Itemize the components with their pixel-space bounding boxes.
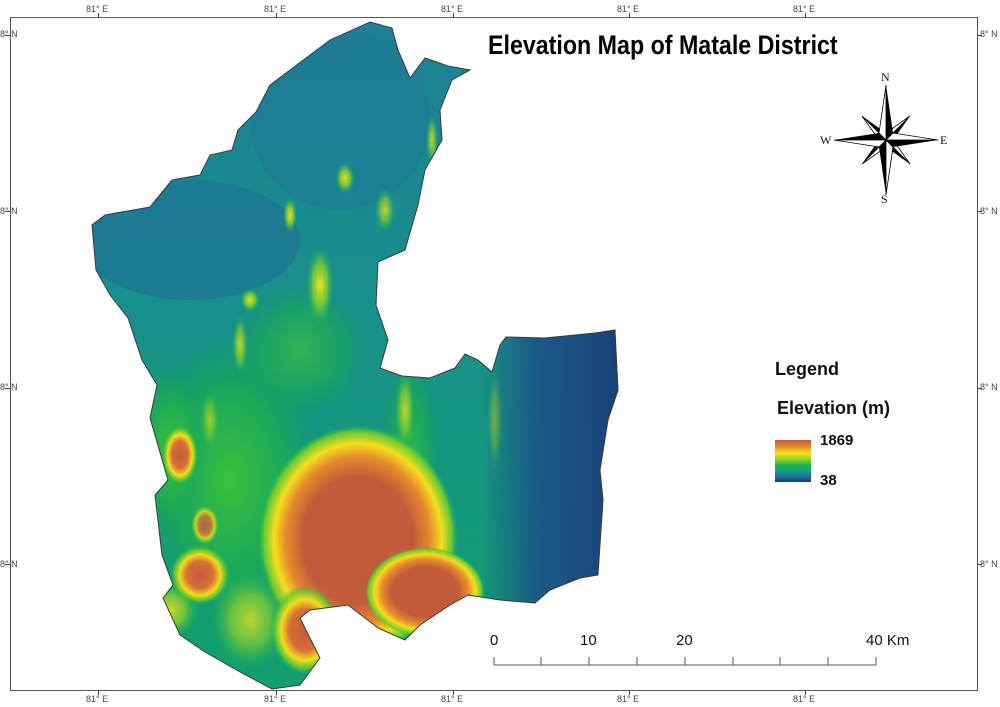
legend-min-value: 38 — [820, 472, 837, 489]
scale-label-40: 40 Km — [866, 632, 910, 649]
elevation-raster — [92, 22, 618, 689]
left-tick-1 — [5, 35, 10, 36]
bottom-lon-label-2: 81° E — [264, 694, 287, 704]
bottom-tick-5 — [805, 690, 806, 695]
left-tick-3 — [5, 388, 10, 389]
top-tick-3 — [453, 13, 454, 18]
scale-label-20: 20 — [676, 632, 693, 649]
left-tick-4 — [5, 564, 10, 565]
left-lat-label-1: 8° N — [0, 29, 18, 39]
legend-heading: Legend — [775, 359, 840, 379]
right-tick-4 — [977, 564, 982, 565]
top-tick-1 — [98, 13, 99, 18]
right-tick-2 — [977, 211, 982, 212]
right-tick-3 — [977, 388, 982, 389]
bottom-lon-label-5: 81° E — [793, 694, 816, 704]
compass-north-label: N — [881, 70, 890, 84]
top-lon-label-4: 81° E — [617, 4, 640, 14]
scale-label-0: 0 — [490, 632, 499, 649]
left-tick-2 — [5, 211, 10, 212]
right-lat-label-2: 8° N — [980, 206, 998, 216]
scale-bar — [493, 657, 877, 666]
top-lon-label-2: 81° E — [264, 4, 287, 14]
left-lat-label-3: 8° N — [0, 382, 18, 392]
right-lat-label-3: 8° N — [980, 382, 998, 392]
compass-west-label: W — [820, 133, 832, 147]
top-lon-label-5: 81° E — [793, 4, 816, 14]
compass-south-label: S — [881, 192, 888, 206]
map-title: Elevation Map of Matale District — [488, 30, 838, 60]
bottom-tick-4 — [629, 690, 630, 695]
legend-max-value: 1869 — [820, 432, 854, 449]
top-lon-label-1: 81° E — [86, 4, 109, 14]
top-tick-4 — [629, 13, 630, 18]
elevation-color-ramp — [775, 440, 811, 482]
top-lon-label-3: 81° E — [441, 4, 464, 14]
bottom-tick-2 — [276, 690, 277, 695]
right-tick-1 — [977, 35, 982, 36]
map-frame — [10, 17, 978, 691]
legend-subtitle: Elevation (m) — [777, 398, 891, 418]
bottom-lon-label-4: 81° E — [617, 694, 640, 704]
right-lat-label-1: 8° N — [980, 29, 998, 39]
top-tick-5 — [805, 13, 806, 18]
scale-label-10: 10 — [580, 632, 597, 649]
bottom-tick-3 — [453, 690, 454, 695]
bottom-lon-label-1: 81° E — [86, 694, 109, 704]
bottom-tick-1 — [98, 690, 99, 695]
top-tick-2 — [276, 13, 277, 18]
compass-east-label: E — [940, 133, 948, 147]
compass-rose-icon — [833, 84, 939, 196]
bottom-lon-label-3: 81° E — [441, 694, 464, 704]
right-lat-label-4: 8° N — [980, 559, 998, 569]
